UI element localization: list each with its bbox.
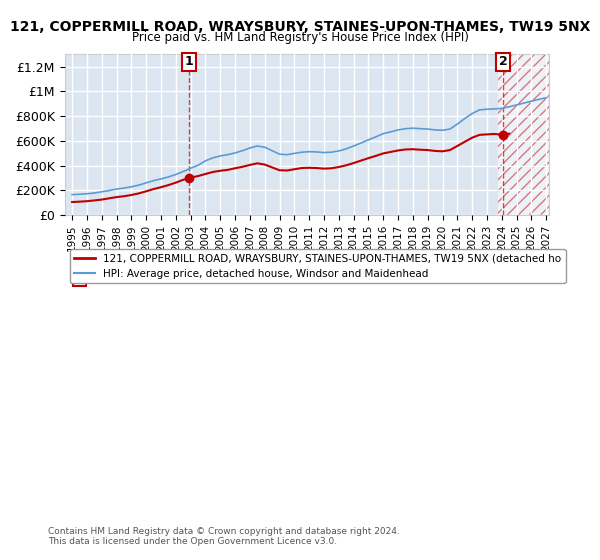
Text: 1: 1 <box>76 262 83 272</box>
Text: 22-NOV-2002          £303,000          32% ↓ HPI: 22-NOV-2002 £303,000 32% ↓ HPI <box>98 262 362 272</box>
Legend: 121, COPPERMILL ROAD, WRAYSBURY, STAINES-UPON-THAMES, TW19 5NX (detached ho, HPI: 121, COPPERMILL ROAD, WRAYSBURY, STAINES… <box>70 249 566 283</box>
Bar <box>498 54 549 215</box>
Text: Price paid vs. HM Land Registry's House Price Index (HPI): Price paid vs. HM Land Registry's House … <box>131 31 469 44</box>
Text: 1: 1 <box>185 55 194 68</box>
Text: 08-FEB-2024           £650,000          34% ↓ HPI: 08-FEB-2024 £650,000 34% ↓ HPI <box>98 273 363 283</box>
Text: Contains HM Land Registry data © Crown copyright and database right 2024.
This d: Contains HM Land Registry data © Crown c… <box>48 526 400 546</box>
Text: 121, COPPERMILL ROAD, WRAYSBURY, STAINES-UPON-THAMES, TW19 5NX: 121, COPPERMILL ROAD, WRAYSBURY, STAINES… <box>10 20 590 34</box>
Text: 2: 2 <box>76 273 83 283</box>
Bar <box>498 54 549 215</box>
Text: 2: 2 <box>499 55 508 68</box>
